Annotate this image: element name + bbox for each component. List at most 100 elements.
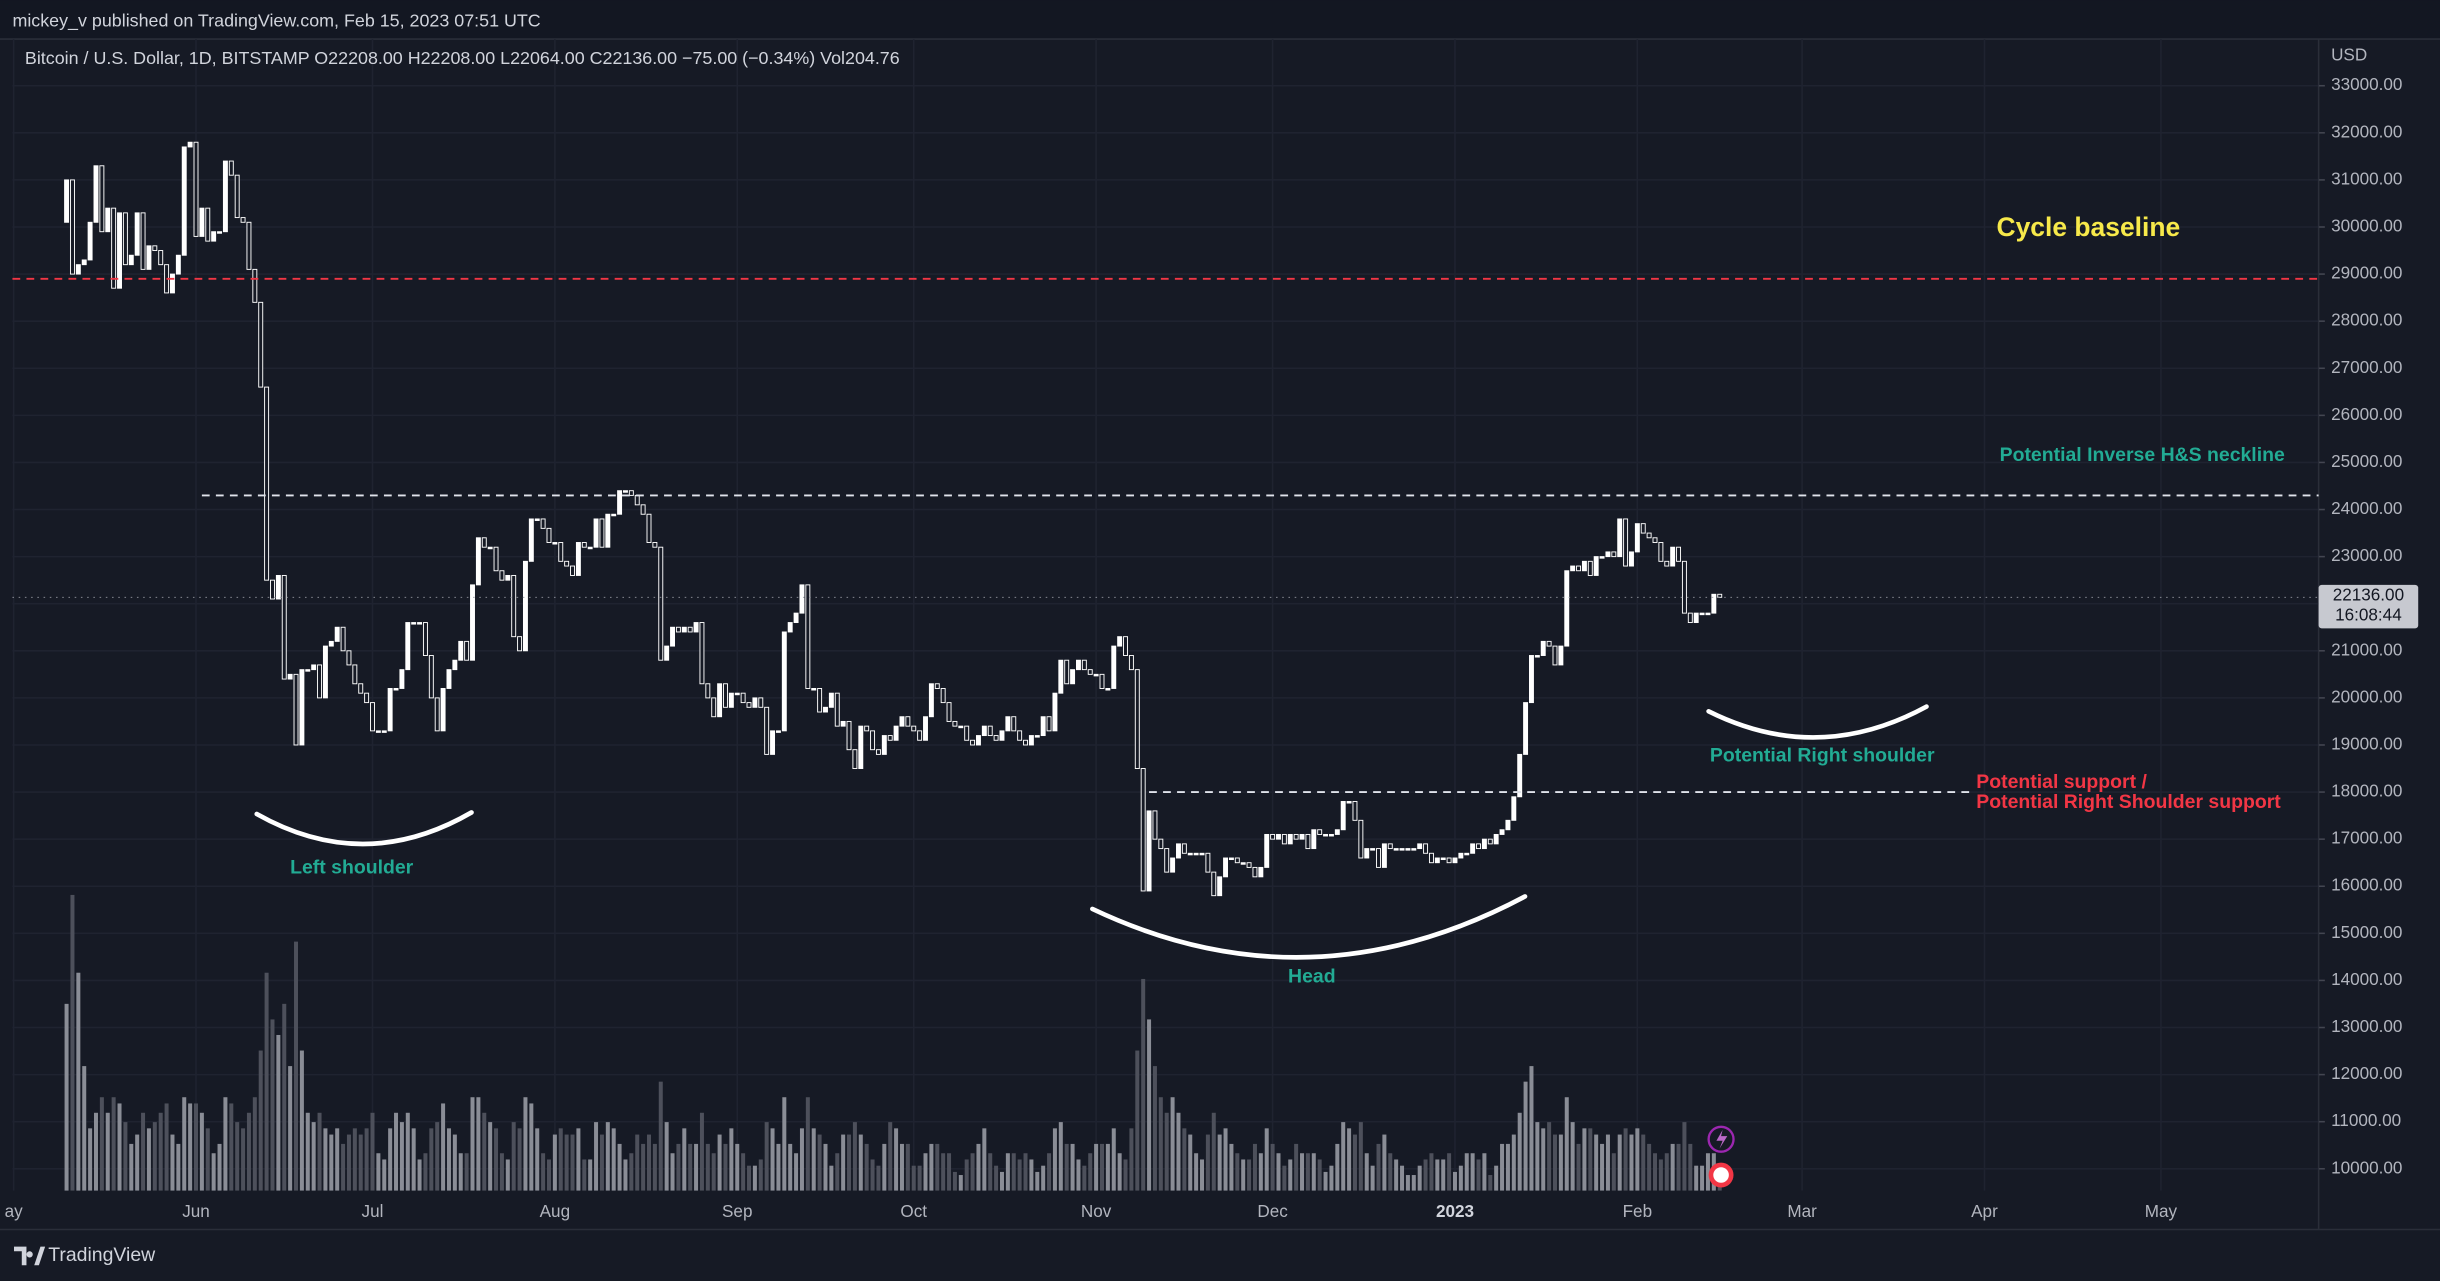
candle	[1123, 636, 1128, 656]
volume-bar	[99, 1097, 104, 1191]
candle	[1705, 612, 1711, 616]
volume-bar	[1682, 1122, 1687, 1191]
price-label-box	[2318, 584, 2419, 629]
candle	[1028, 735, 1034, 746]
candle	[1417, 843, 1423, 850]
candle	[1629, 551, 1634, 567]
volume-bar	[1435, 1159, 1440, 1191]
candle	[340, 626, 346, 652]
candle	[1334, 829, 1340, 835]
volume-bar	[605, 1122, 610, 1191]
candle	[1193, 852, 1199, 856]
volume-bar	[1335, 1143, 1340, 1191]
volume-bar	[941, 1153, 946, 1191]
publish-info: mickey_v published on TradingView.com, F…	[12, 11, 540, 32]
volume-bar	[529, 1103, 534, 1191]
volume-bar	[1482, 1153, 1487, 1191]
candle	[122, 212, 128, 266]
volume-bar	[241, 1128, 246, 1191]
candle	[911, 725, 917, 732]
volume-bar	[841, 1134, 846, 1191]
y-tick-label: 23000.00	[2331, 546, 2402, 565]
volume-bar	[1158, 1097, 1163, 1191]
volume-bar	[399, 1122, 404, 1191]
volume-bar	[552, 1134, 557, 1191]
candle	[393, 688, 399, 691]
candle	[252, 268, 258, 303]
volume-bar	[458, 1153, 463, 1191]
volume-bar	[1247, 1159, 1252, 1191]
volume-bar	[1488, 1175, 1493, 1191]
candle	[470, 584, 475, 661]
volume-bar	[711, 1153, 716, 1191]
candle	[305, 669, 311, 672]
volume-bar	[1088, 1153, 1093, 1191]
candle	[428, 655, 434, 699]
candle	[805, 584, 811, 689]
candle	[458, 640, 464, 661]
candle	[81, 259, 87, 266]
candle	[1581, 560, 1587, 572]
volume-bar	[1270, 1143, 1275, 1191]
candle	[875, 749, 881, 755]
candle	[475, 537, 481, 586]
volume-bar	[1676, 1143, 1681, 1191]
volume-bar	[558, 1128, 563, 1191]
candle	[1223, 857, 1229, 878]
volume-bar	[64, 1003, 69, 1191]
volume-bar	[1658, 1159, 1663, 1191]
candle	[917, 730, 923, 741]
candle	[1087, 669, 1093, 675]
y-tick-label: 25000.00	[2331, 452, 2402, 471]
candle	[952, 720, 958, 727]
candle	[1205, 852, 1211, 873]
candle	[334, 626, 340, 642]
volume-bar	[988, 1153, 993, 1191]
candle	[181, 146, 187, 256]
candle	[205, 207, 211, 242]
candle	[1687, 612, 1693, 624]
candle	[1617, 518, 1623, 558]
volume-bar	[352, 1128, 357, 1191]
candle	[1340, 801, 1346, 831]
candle	[1287, 833, 1293, 845]
drawings	[254, 704, 1929, 960]
volume-bar	[1600, 1143, 1605, 1191]
candle	[1211, 871, 1217, 897]
volume-bar	[658, 1081, 663, 1191]
volume-bar	[488, 1122, 493, 1191]
candle	[787, 622, 793, 633]
x-tick-label: May	[2145, 1202, 2178, 1221]
y-tick-label: 16000.00	[2331, 876, 2402, 895]
volume-bar	[299, 1050, 304, 1191]
candle	[93, 165, 99, 223]
volume-bar	[405, 1112, 410, 1191]
candle	[717, 683, 723, 718]
volume-bar	[688, 1143, 693, 1191]
candle	[599, 518, 605, 548]
candle	[217, 231, 223, 234]
volume-bar	[682, 1128, 687, 1191]
candle	[281, 574, 287, 680]
volume-bar	[1070, 1143, 1075, 1191]
x-tick-label: Dec	[1257, 1202, 1288, 1221]
candle	[481, 537, 487, 548]
candle	[158, 250, 164, 266]
x-tick-label: Apr	[1971, 1202, 1998, 1221]
volume-bar	[105, 1112, 110, 1191]
candle	[675, 626, 681, 633]
volume-bar	[423, 1153, 428, 1191]
candle	[1105, 688, 1111, 691]
candle	[1134, 669, 1140, 769]
volume-bar	[117, 1103, 122, 1191]
candle	[411, 622, 417, 625]
candle	[1252, 866, 1258, 878]
volume-bar	[1611, 1153, 1616, 1191]
x-tick-label: Aug	[540, 1202, 570, 1221]
candle	[981, 725, 987, 737]
y-tick-label: 24000.00	[2331, 499, 2402, 518]
volume-bar	[1117, 1153, 1122, 1191]
candle	[417, 622, 423, 625]
volume-bar	[705, 1143, 710, 1191]
